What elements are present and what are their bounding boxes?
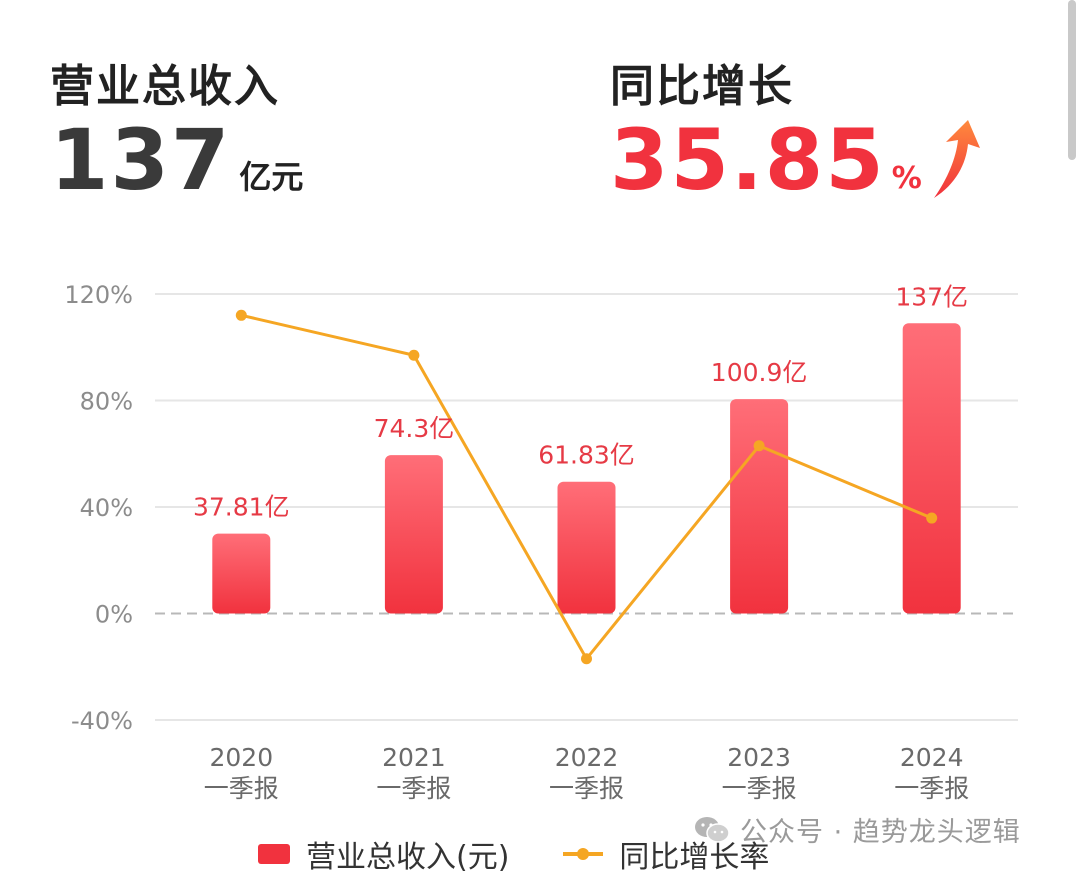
up-arrow-icon	[933, 120, 980, 198]
growth-unit: %	[891, 161, 922, 196]
bar	[902, 323, 961, 614]
growth-kpi: 35.85 %	[610, 118, 982, 202]
bar	[557, 481, 616, 614]
bar-data-label: 100.9亿	[711, 358, 808, 387]
bar-data-label: 137亿	[895, 282, 968, 311]
growth-value: 35.85	[610, 111, 886, 209]
x-tick-label-year: 2021	[382, 743, 446, 772]
bar-data-label: 37.81亿	[193, 493, 290, 522]
x-tick-label-year: 2020	[209, 743, 273, 772]
bar-data-label: 74.3亿	[374, 414, 455, 443]
growth-point	[235, 309, 247, 321]
x-tick-label-period: 一季报	[376, 774, 451, 803]
x-tick-label-year: 2024	[900, 743, 964, 772]
x-tick-label-year: 2022	[555, 743, 619, 772]
watermark-text: 公众号 · 趋势龙头逻辑	[740, 817, 1021, 848]
wechat-icon	[695, 816, 730, 843]
y-tick-label: -40%	[71, 707, 133, 735]
growth-point	[926, 512, 938, 524]
revenue-title: 营业总收入	[50, 61, 280, 112]
scrollbar[interactable]	[1068, 0, 1076, 160]
revenue-unit: 亿元	[239, 158, 304, 196]
y-tick-label: 120%	[64, 281, 133, 309]
bar	[212, 533, 271, 614]
legend-label-revenue: 营业总收入(元)	[306, 840, 510, 875]
y-tick-label: 0%	[95, 601, 133, 629]
bar	[384, 455, 443, 614]
revenue-value: 137	[50, 111, 232, 209]
growth-point	[753, 440, 765, 452]
y-tick-label: 40%	[80, 494, 133, 522]
chart-legend: 营业总收入(元) 同比增长率	[258, 832, 769, 876]
x-tick-label-period: 一季报	[722, 774, 797, 803]
revenue-kpi: 137 亿元	[50, 118, 303, 202]
x-tick-label-period: 一季报	[894, 774, 969, 803]
growth-point	[408, 349, 420, 361]
growth-title: 同比增长	[610, 61, 794, 112]
y-tick-label: 80%	[80, 388, 133, 416]
growth-point	[581, 653, 592, 665]
x-tick-label-period: 一季报	[204, 774, 279, 803]
x-tick-label-period: 一季报	[549, 774, 624, 803]
watermark: 公众号 · 趋势龙头逻辑	[694, 810, 1021, 849]
x-tick-label-year: 2023	[727, 743, 791, 772]
legend-swatch-growth	[563, 848, 604, 860]
legend-label-growth: 同比增长率	[619, 840, 770, 875]
bar-data-label: 61.83亿	[538, 441, 635, 470]
legend-swatch-revenue	[258, 844, 290, 864]
bar	[730, 399, 789, 614]
